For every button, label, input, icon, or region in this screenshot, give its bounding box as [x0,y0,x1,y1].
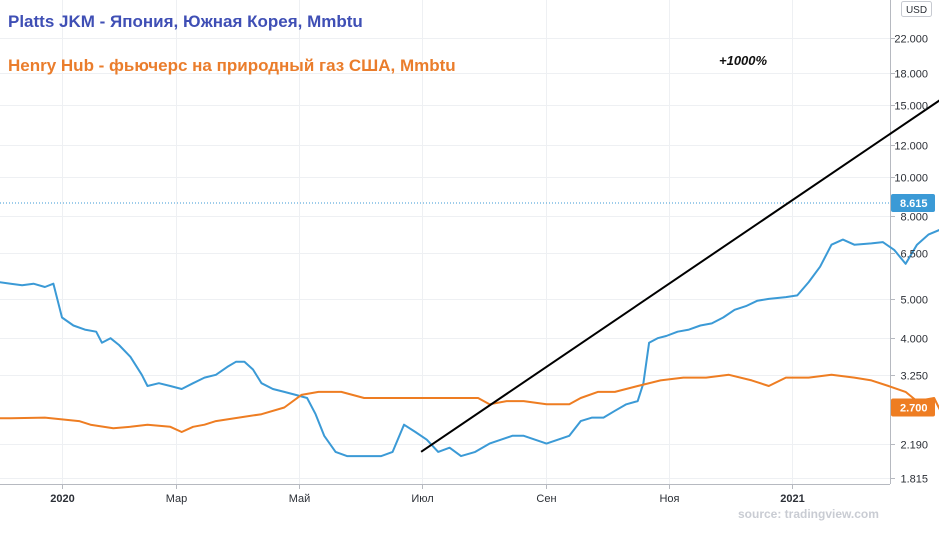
source-label: source: tradingview.com [738,507,879,521]
label-layer: 22.000 18.000 15.000 12.000 10.000 8.000 6.500… [50,1,935,505]
series-layer [0,202,939,458]
jkm-last-value-tag [891,193,935,212]
chart-subtitle: Henry Hub - фьючерс на природный газ США… [8,56,456,75]
x-tick-label: Ноя [659,493,679,505]
y-tick-label: 6.500 [900,249,928,261]
henry-hub-series-line [0,373,939,433]
y-tick-label: 15.000 [894,101,928,113]
y-tick-label: 22.000 [894,34,928,46]
x-tick-label: Май [289,493,311,505]
y-tick-label: 3.250 [900,371,928,383]
y-tick-label: 1.815 [900,474,928,486]
percent-change-annotation: +1000% [719,53,768,68]
y-tick-label: 12.000 [894,141,928,153]
currency-badge [901,1,932,17]
henry-hub-last-value-tag [891,398,935,417]
x-tick-label: Июл [411,493,433,505]
y-tick-label: 18.000 [894,69,928,81]
axis-layer [0,0,895,489]
x-tick-label: 2020 [50,493,74,505]
henry-hub-last-value-text: 2.700 [900,403,928,415]
y-tick-label: 10.000 [894,173,928,185]
annotation-arrow-line [420,99,939,453]
y-tick-label: 4.000 [900,334,928,346]
y-tick-label: 5.000 [900,295,928,307]
grid-layer [0,0,890,484]
currency-label: USD [906,5,927,16]
x-tick-label: Мар [166,493,188,505]
y-tick-label: 8.000 [900,212,928,224]
y-tick-label: 2.190 [900,440,928,452]
x-tick-label: Сен [536,493,556,505]
chart-title: Platts JKM - Япония, Южная Корея, Mmbtu [8,12,363,31]
annotation-layer [420,99,939,453]
jkm-last-value-text: 8.615 [900,198,928,210]
x-tick-label: 2021 [780,493,804,505]
jkm-series-line [0,229,939,458]
